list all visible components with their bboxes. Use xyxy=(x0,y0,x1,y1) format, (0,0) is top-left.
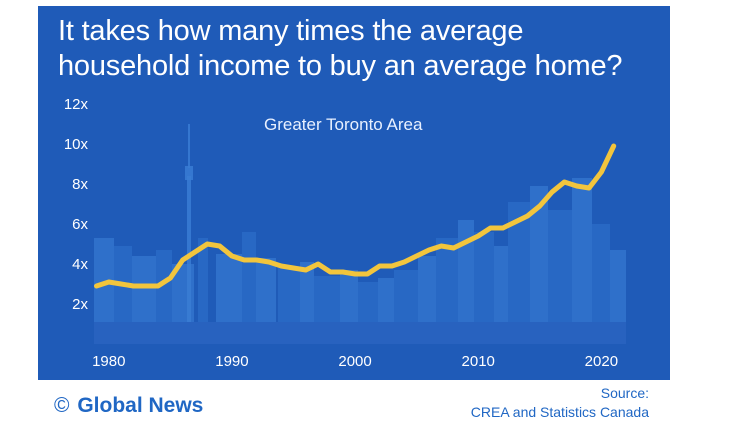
skyline-building xyxy=(458,220,474,322)
skyline-building xyxy=(610,250,626,322)
x-axis-ticks: 1980 1990 2000 2010 2020 xyxy=(92,353,618,370)
toronto-skyline-illustration xyxy=(94,124,626,344)
skyline-building xyxy=(508,202,530,322)
skyline-building xyxy=(300,262,314,322)
x-tick-label: 2010 xyxy=(462,353,495,370)
skyline-building xyxy=(358,282,378,322)
series-layer xyxy=(94,143,617,289)
brand-name: Global News xyxy=(77,394,204,417)
skyline-building xyxy=(156,250,172,322)
skyline-building xyxy=(530,186,548,322)
x-tick-label: 1990 xyxy=(215,353,248,370)
x-tick-label: 1980 xyxy=(92,353,125,370)
skyline-building xyxy=(94,238,114,322)
skyline-building xyxy=(394,270,418,322)
title-line-1: It takes how many times the average xyxy=(58,15,524,47)
source-note: Source: CREA and Statistics Canada xyxy=(471,384,649,422)
y-tick-label: 10x xyxy=(64,136,89,153)
y-tick-label: 8x xyxy=(72,176,88,193)
skyline-building xyxy=(340,270,358,322)
skyline-building xyxy=(494,246,508,322)
chart-subtitle: Greater Toronto Area xyxy=(264,115,423,134)
cn-tower-pod xyxy=(185,166,193,180)
y-axis-ticks: 2x 4x 6x 8x 10x 12x xyxy=(64,96,89,313)
source-text: CREA and Statistics Canada xyxy=(470,404,649,420)
cn-tower-mast xyxy=(187,176,191,322)
cn-tower-spire xyxy=(188,124,190,168)
skyline-building xyxy=(198,238,208,322)
waterfront-band xyxy=(94,322,626,344)
y-tick-label: 2x xyxy=(72,296,88,313)
skyline-building xyxy=(592,224,610,322)
x-tick-label: 2020 xyxy=(585,353,618,370)
brand-logo: © Global News xyxy=(54,394,203,418)
footer: © Global News Source: CREA and Statistic… xyxy=(0,380,733,433)
skyline-building xyxy=(256,258,276,322)
title-line-2: household income to buy an average home? xyxy=(58,50,623,82)
chart-title: It takes how many times the average hous… xyxy=(58,14,658,84)
y-tick-label: 12x xyxy=(64,96,89,113)
chart-card: It takes how many times the average hous… xyxy=(38,6,670,380)
y-tick-label: 6x xyxy=(72,216,88,233)
skyline-building xyxy=(216,254,242,322)
skyline-building xyxy=(278,268,300,322)
skyline-building xyxy=(436,238,458,322)
skyline-building xyxy=(132,256,156,322)
source-label: Source: xyxy=(600,385,649,401)
skyline-building xyxy=(474,232,494,322)
skyline-building xyxy=(548,210,572,322)
skyline-building xyxy=(242,232,256,322)
copyright-icon: © xyxy=(54,394,70,417)
skyline-building xyxy=(314,276,340,322)
skyline-building xyxy=(418,256,436,322)
line-chart: 2x 4x 6x 8x 10x 12x 1980 1990 2000 2010 2020 xyxy=(64,96,626,370)
skyline-building xyxy=(572,178,592,322)
x-tick-label: 2000 xyxy=(338,353,371,370)
skyline-building xyxy=(378,278,394,322)
y-tick-label: 4x xyxy=(72,256,88,273)
